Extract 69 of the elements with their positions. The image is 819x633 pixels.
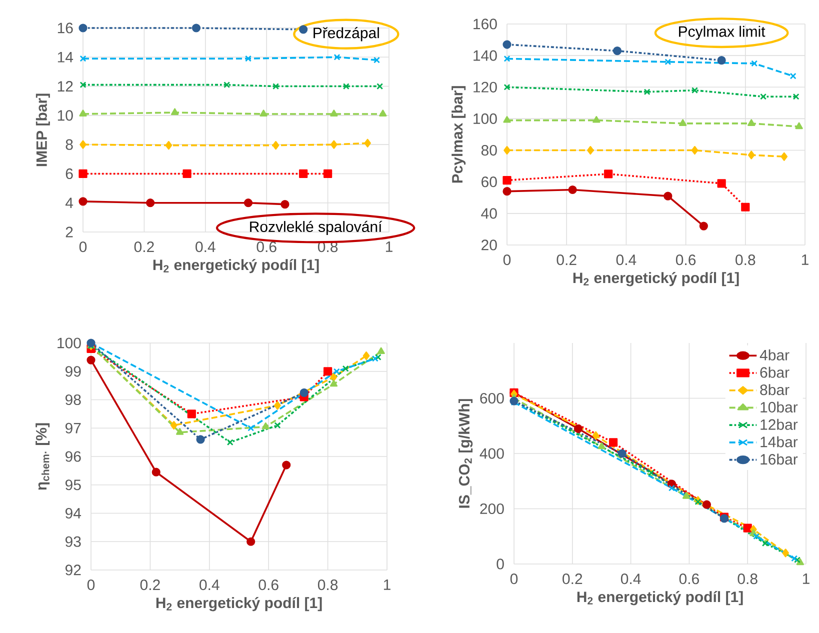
x-tick-label: 1 <box>802 574 810 584</box>
y-tick-label: 92 <box>65 564 81 576</box>
x-tick-label: 0 <box>503 254 511 266</box>
y-tick-label: 96 <box>65 451 81 462</box>
legend-label: 16bar <box>760 454 798 465</box>
y-tick-label: 100 <box>474 113 497 124</box>
y-tick-label: 200 <box>480 503 504 514</box>
y-tick-label: 94 <box>65 508 82 519</box>
y-tick-label: 99 <box>65 366 81 377</box>
y-axis-title: η$_{chem·}$ [%] <box>36 423 50 490</box>
y-tick-label: 12 <box>58 81 73 92</box>
y-axis-title: Pcylmax [bar] <box>452 86 466 183</box>
x-axis-title: H$_{2}$ energetický podíl [1] <box>156 597 322 612</box>
y-tick-label: 600 <box>480 392 504 404</box>
x-tick-label: 1 <box>384 580 390 590</box>
annotation: Rozvleklé spalování <box>250 220 382 235</box>
y-tick-label: 14 <box>58 52 74 62</box>
x-tick-label: 0.6 <box>676 254 696 266</box>
y-tick-label: 60 <box>482 176 497 188</box>
legend-label: 8bar <box>760 384 790 396</box>
x-tick-label: 0.8 <box>736 254 756 266</box>
y-tick-label: 16 <box>58 22 73 34</box>
x-tick-label: 0.8 <box>318 580 338 590</box>
x-tick-label: 0.6 <box>679 574 699 584</box>
y-tick-label: 2 <box>66 226 73 238</box>
y-axis-title: IMEP [bar] <box>36 94 50 166</box>
x-tick-label: 0.2 <box>140 580 160 590</box>
y-tick-label: 80 <box>481 144 497 156</box>
legend-label: 4bar <box>760 349 790 360</box>
y-tick-label: 160 <box>474 18 497 30</box>
y-tick-label: 8 <box>66 139 73 150</box>
y-tick-label: 400 <box>480 448 504 459</box>
x-axis-title: H$_{2}$ energetický podíl [1] <box>577 591 743 606</box>
x-tick-label: 0.4 <box>616 254 636 266</box>
annotation: Pcylmax limit <box>679 26 766 40</box>
y-tick-label: 6 <box>66 168 73 180</box>
x-tick-label: 0 <box>510 574 518 584</box>
x-tick-label: 0.6 <box>256 242 276 252</box>
y-axis-title: IS_CO$_{2}$ [g/kWh] <box>458 399 473 508</box>
legend-label: 10bar <box>760 402 798 413</box>
y-tick-label: 100 <box>58 338 81 348</box>
y-tick-label: 98 <box>65 394 81 406</box>
y-tick-label: 93 <box>65 536 81 547</box>
y-tick-label: 20 <box>482 240 497 250</box>
y-tick-label: 4 <box>65 198 74 208</box>
y-tick-label: 0 <box>496 558 504 570</box>
x-axis-title: H$_{2}$ energetický podíl [1] <box>153 259 319 274</box>
x-tick-label: 0.2 <box>562 574 582 584</box>
x-tick-label: 0.4 <box>196 242 216 252</box>
y-tick-label: 140 <box>474 50 497 61</box>
y-tick-label: 95 <box>65 480 81 490</box>
legend-label: 12bar <box>760 418 798 430</box>
x-tick-label: 0.8 <box>738 574 758 584</box>
x-tick-label: 1 <box>386 242 392 252</box>
x-tick-label: 0.2 <box>134 242 154 252</box>
x-tick-label: 1 <box>802 254 808 265</box>
x-tick-label: 0.4 <box>200 580 220 590</box>
y-tick-label: 40 <box>481 208 497 219</box>
y-tick-label: 120 <box>474 82 497 92</box>
annotation: Předzápal <box>314 27 379 42</box>
y-tick-label: 10 <box>58 110 73 121</box>
x-tick-label: 0.2 <box>556 254 576 266</box>
legend-label: 6bar <box>760 366 790 378</box>
x-axis-title: H$_{2}$ energetický podíl [1] <box>573 272 739 286</box>
x-tick-label: 0 <box>87 580 95 590</box>
x-tick-label: 0.4 <box>620 574 641 584</box>
y-tick-label: 97 <box>65 422 81 434</box>
x-tick-label: 0.6 <box>258 580 278 590</box>
legend-label: 14bar <box>760 436 798 448</box>
